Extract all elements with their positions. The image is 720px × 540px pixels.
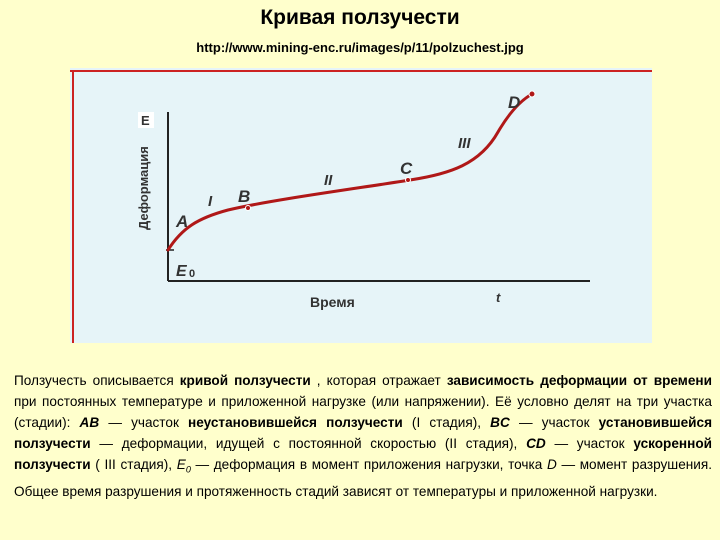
stage-iii-label: III [458, 135, 471, 152]
point-c-marker [405, 177, 411, 183]
page-title: Кривая ползучести [260, 6, 460, 29]
source-url[interactable]: http://www.mining-enc.ru/images/p/11/pol… [196, 40, 524, 55]
creep-description: Ползучесть описывается кривой ползучести… [14, 373, 712, 499]
point-a-label: A [175, 212, 188, 231]
e0-subscript: 0 [189, 268, 195, 280]
x-axis-label: Время [310, 294, 355, 310]
y-axis-letter: E [141, 113, 150, 128]
stage-i-label: I [208, 193, 213, 210]
e0-label: E [176, 263, 188, 280]
creep-curve-figure: Деформация E E 0 Время t A B C D I II II… [70, 68, 652, 343]
point-b-marker [245, 205, 251, 211]
stage-ii-label: II [324, 172, 333, 189]
point-d-marker [528, 90, 536, 98]
point-b-label: B [238, 187, 250, 206]
point-c-label: C [400, 159, 413, 178]
point-d-label: D [508, 93, 520, 112]
x-axis-letter: t [496, 290, 501, 305]
creep-curve-diagram: Деформация E E 0 Время t A B C D I II II… [70, 70, 652, 343]
creep-curve [166, 92, 534, 252]
y-axis-label: Деформация [136, 146, 151, 230]
y-axis-letter-box [138, 112, 154, 128]
